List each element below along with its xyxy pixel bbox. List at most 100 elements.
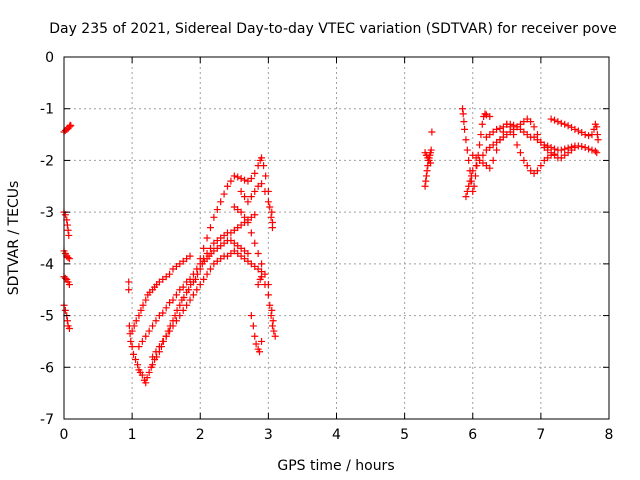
x-tick-label-7: 7 <box>536 427 545 443</box>
data-point-14-4 <box>561 120 569 128</box>
data-point-4-17 <box>193 265 201 273</box>
data-point-11-0 <box>462 193 470 201</box>
data-point-14-16 <box>593 131 601 139</box>
data-point-3-4 <box>137 306 145 314</box>
series-arc-6d <box>482 120 601 157</box>
data-point-14-15 <box>593 123 601 131</box>
data-point-9-9 <box>427 146 435 154</box>
data-point-6-6 <box>217 198 225 206</box>
data-point-5-15 <box>200 275 208 283</box>
data-point-7-13 <box>244 198 252 206</box>
data-point-8-9 <box>258 273 266 281</box>
data-point-4-16 <box>189 270 197 278</box>
data-point-1-3 <box>63 221 71 229</box>
data-point-4-11 <box>172 291 180 299</box>
data-point-4-13 <box>179 283 187 291</box>
data-point-5-1 <box>152 348 160 356</box>
data-point-12-12 <box>510 131 518 139</box>
data-point-14-17 <box>594 136 602 144</box>
data-point-12-6 <box>489 156 497 164</box>
data-point-1-12 <box>61 274 69 282</box>
data-point-7-19 <box>264 198 272 206</box>
x-tick-label-3: 3 <box>264 427 273 443</box>
data-point-7-17 <box>258 180 266 188</box>
data-point-9-0 <box>421 182 429 190</box>
data-point-6-15 <box>247 175 255 183</box>
series-arc-2 <box>196 154 276 263</box>
data-point-5-11 <box>186 296 194 304</box>
data-point-12-13 <box>513 141 521 149</box>
y-tick-label-0: 0 <box>45 50 54 66</box>
data-point-3-1 <box>130 322 138 330</box>
data-point-2-14 <box>143 374 151 382</box>
data-point-2-6 <box>129 350 137 358</box>
data-point-13-22 <box>557 146 565 154</box>
data-points <box>60 105 602 387</box>
data-point-14-11 <box>585 132 593 140</box>
data-point-13-7 <box>506 120 514 128</box>
data-point-3-21 <box>186 252 194 260</box>
data-point-13-4 <box>496 124 504 132</box>
data-point-2-0 <box>125 278 133 286</box>
data-point-7-4 <box>244 218 252 226</box>
x-tick-label-4: 4 <box>332 427 341 443</box>
data-point-6-5 <box>213 206 221 214</box>
data-point-2-15 <box>145 368 153 376</box>
data-point-4-5 <box>152 317 160 325</box>
data-point-6-16 <box>251 169 259 177</box>
data-point-6-1 <box>200 244 208 252</box>
data-point-13-32 <box>591 147 599 155</box>
data-point-8-6 <box>258 337 266 345</box>
data-point-14-5 <box>564 122 572 130</box>
data-point-7-6 <box>251 239 259 247</box>
y-tick-label-7: -7 <box>40 412 54 428</box>
data-point-14-10 <box>581 131 589 139</box>
data-point-2-17 <box>149 361 157 369</box>
data-point-6-3 <box>206 224 214 232</box>
data-point-10-20 <box>486 112 494 120</box>
data-point-12-23 <box>547 151 555 159</box>
data-point-8-13 <box>267 312 275 320</box>
data-point-11-23 <box>530 123 538 131</box>
data-point-10-4 <box>462 136 470 144</box>
series-arc-0b <box>60 208 73 332</box>
data-point-2-1 <box>125 286 133 294</box>
data-point-12-5 <box>486 164 494 172</box>
axis-ticks <box>63 56 610 420</box>
data-point-6-2 <box>203 234 211 242</box>
data-point-4-20 <box>203 250 211 258</box>
data-point-11-2 <box>465 182 473 190</box>
data-point-1-4 <box>64 226 72 234</box>
data-point-6-19 <box>258 154 266 162</box>
data-point-14-8 <box>574 127 582 135</box>
y-tick-label-3: -3 <box>40 205 54 221</box>
data-point-13-25 <box>568 143 576 151</box>
data-point-11-1 <box>463 187 471 195</box>
data-point-12-19 <box>533 167 541 175</box>
data-point-5-8 <box>176 312 184 320</box>
data-point-1-15 <box>65 281 73 289</box>
data-point-7-5 <box>247 229 255 237</box>
data-point-5-9 <box>179 306 187 314</box>
data-point-5-0 <box>149 353 157 361</box>
data-point-1-9 <box>64 254 72 262</box>
data-point-6-8 <box>224 182 231 190</box>
data-point-0-4 <box>65 123 73 131</box>
data-point-8-7 <box>254 281 262 289</box>
y-tick-label-4: -4 <box>40 257 54 273</box>
data-point-6-9 <box>227 177 235 185</box>
data-point-5-4 <box>162 332 170 340</box>
data-point-7-11 <box>237 187 245 195</box>
data-point-14-7 <box>571 125 579 133</box>
x-tick-label-5: 5 <box>400 427 409 443</box>
data-point-9-2 <box>422 172 430 180</box>
data-point-10-5 <box>463 146 471 154</box>
data-point-6-11 <box>234 173 242 181</box>
data-point-8-2 <box>251 332 259 340</box>
data-point-5-6 <box>169 322 177 330</box>
series-arc-1c <box>135 211 259 351</box>
data-point-1-19 <box>63 317 71 325</box>
data-point-3-6 <box>142 296 150 304</box>
data-point-7-7 <box>254 250 262 258</box>
series-arc-1 <box>125 237 252 387</box>
